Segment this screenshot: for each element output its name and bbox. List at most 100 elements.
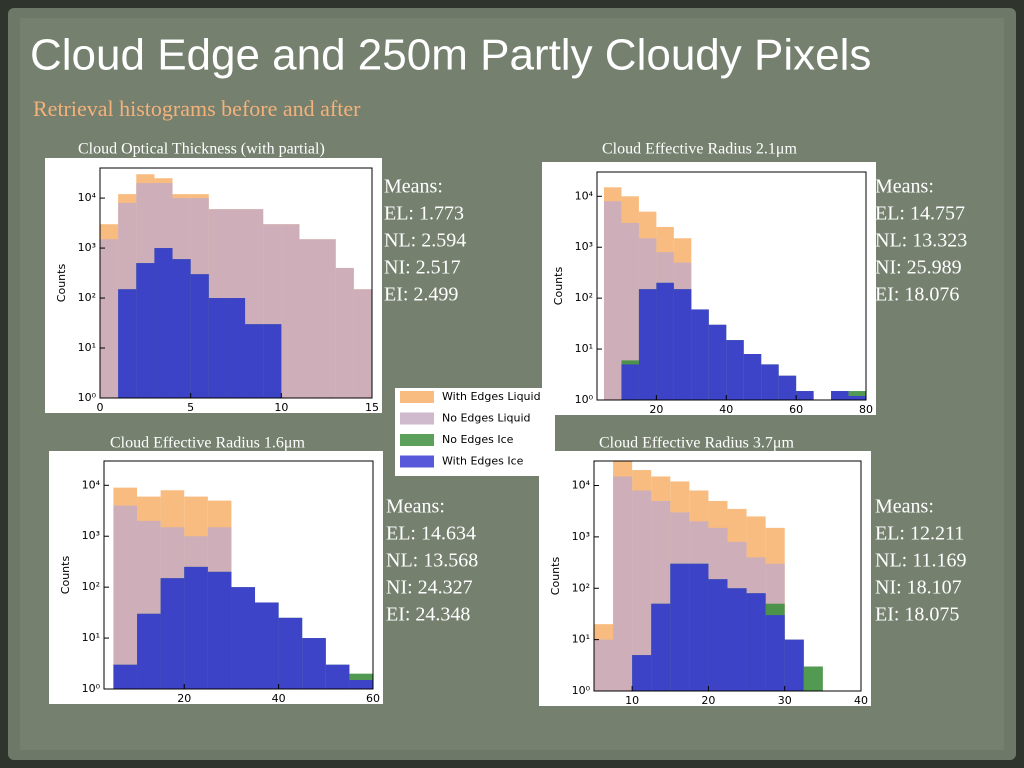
histogram-bar xyxy=(281,224,300,398)
means-text: NL: 2.594 xyxy=(384,230,466,252)
histogram-bar xyxy=(632,490,652,691)
histogram-bar xyxy=(190,274,209,398)
histogram-bar xyxy=(594,639,614,691)
means-text: NI: 2.517 xyxy=(384,257,461,279)
x-tick-label: 40 xyxy=(272,692,286,705)
means-text: NI: 18.107 xyxy=(875,577,962,599)
histogram-bar xyxy=(743,354,762,400)
y-tick-label: 10¹ xyxy=(82,631,100,644)
means-text: EL: 14.757 xyxy=(875,203,965,225)
chart-title: Cloud Effective Radius 1.6μm xyxy=(110,435,305,452)
histogram-bar xyxy=(831,391,849,400)
y-tick-label: 10⁰ xyxy=(82,682,101,695)
y-tick-label: 10² xyxy=(82,580,100,593)
y-tick-label: 10⁰ xyxy=(78,391,97,404)
y-tick-label: 10¹ xyxy=(78,341,96,354)
x-tick-label: 60 xyxy=(366,692,380,705)
y-tick-label: 10¹ xyxy=(575,342,593,355)
legend-swatch xyxy=(400,434,434,446)
means-text: EI: 24.348 xyxy=(386,604,470,626)
histogram-bar xyxy=(113,664,138,689)
histogram-bar xyxy=(255,602,279,689)
y-axis-label: Counts xyxy=(552,267,565,306)
y-axis-label: Counts xyxy=(55,264,68,303)
histogram-bar xyxy=(137,613,161,689)
chart-title: Cloud Effective Radius 2.1μm xyxy=(602,141,797,158)
histogram-bar xyxy=(278,617,303,689)
means-text: EL: 12.211 xyxy=(875,523,964,545)
means-text: NI: 24.327 xyxy=(386,577,473,599)
histogram-bar xyxy=(651,603,671,691)
means-text: Means: xyxy=(384,176,443,198)
y-tick-label: 10⁰ xyxy=(572,684,591,697)
histogram-bar xyxy=(673,289,692,400)
plot-frame xyxy=(596,171,867,401)
slide-title: Cloud Edge and 250m Partly Cloudy Pixels xyxy=(30,31,871,80)
histogram-bar xyxy=(353,289,372,398)
y-tick-label: 10⁴ xyxy=(572,479,591,492)
y-axis-label: Counts xyxy=(59,556,72,595)
histogram-bar xyxy=(691,309,709,400)
histogram-bar xyxy=(796,391,814,400)
means-text: EL: 14.634 xyxy=(386,523,476,545)
y-tick-label: 10³ xyxy=(575,240,593,253)
legend-label: With Edges Ice xyxy=(442,455,524,468)
histogram-bar xyxy=(113,505,138,689)
legend-swatch xyxy=(400,391,434,403)
legend-label: No Edges Liquid xyxy=(442,412,531,425)
x-tick-label: 0 xyxy=(97,401,104,414)
x-tick-label: 40 xyxy=(719,403,733,416)
histogram-bar xyxy=(708,579,728,691)
histogram-bar xyxy=(746,593,766,691)
x-tick-label: 15 xyxy=(365,401,379,414)
x-tick-label: 30 xyxy=(778,694,792,707)
histogram-bar xyxy=(708,324,727,400)
histogram-bar xyxy=(784,639,804,691)
histogram-bar xyxy=(207,571,232,689)
histogram-bar xyxy=(100,239,119,398)
histogram-bar xyxy=(118,289,137,398)
histogram-bar xyxy=(726,340,744,400)
histogram-bar xyxy=(778,375,797,400)
histogram-bar xyxy=(621,364,639,400)
means-text: Means: xyxy=(875,496,934,518)
y-tick-label: 10⁴ xyxy=(575,189,594,202)
means-text: EL: 1.773 xyxy=(384,203,464,225)
x-tick-label: 20 xyxy=(649,403,663,416)
y-tick-label: 10³ xyxy=(78,241,96,254)
histogram-bar xyxy=(184,566,208,689)
y-tick-label: 10³ xyxy=(572,530,590,543)
legend-label: No Edges Ice xyxy=(442,433,514,446)
y-tick-label: 10² xyxy=(575,291,593,304)
means-text: Means: xyxy=(386,496,445,518)
x-tick-label: 80 xyxy=(859,403,873,416)
histogram-bar xyxy=(848,395,866,400)
means-text: Means: xyxy=(875,176,934,198)
histogram-bar xyxy=(335,267,354,398)
means-text: NL: 11.169 xyxy=(875,550,966,572)
y-tick-label: 10⁰ xyxy=(575,393,594,406)
histogram-bar xyxy=(349,680,373,689)
histogram-bar xyxy=(154,248,173,398)
histogram-bar xyxy=(226,298,246,398)
histogram-bar xyxy=(245,324,264,398)
histogram-bar xyxy=(302,638,326,689)
plot-frame xyxy=(99,167,373,399)
histogram-bar xyxy=(632,655,652,691)
histogram-bar xyxy=(299,239,318,398)
legend-swatch xyxy=(400,412,434,425)
histogram-bar xyxy=(727,588,747,691)
x-tick-label: 40 xyxy=(854,694,868,707)
means-text: NL: 13.323 xyxy=(875,230,967,252)
plot-frame xyxy=(593,460,862,692)
y-axis-label: Counts xyxy=(549,557,562,596)
x-tick-label: 20 xyxy=(177,692,191,705)
y-tick-label: 10² xyxy=(78,291,96,304)
histogram-bar xyxy=(263,324,282,398)
y-tick-label: 10² xyxy=(572,581,590,594)
slide-subtitle: Retrieval histograms before and after xyxy=(33,96,361,121)
x-tick-label: 5 xyxy=(187,401,194,414)
histogram-bar xyxy=(231,587,256,689)
x-tick-label: 10 xyxy=(625,694,639,707)
